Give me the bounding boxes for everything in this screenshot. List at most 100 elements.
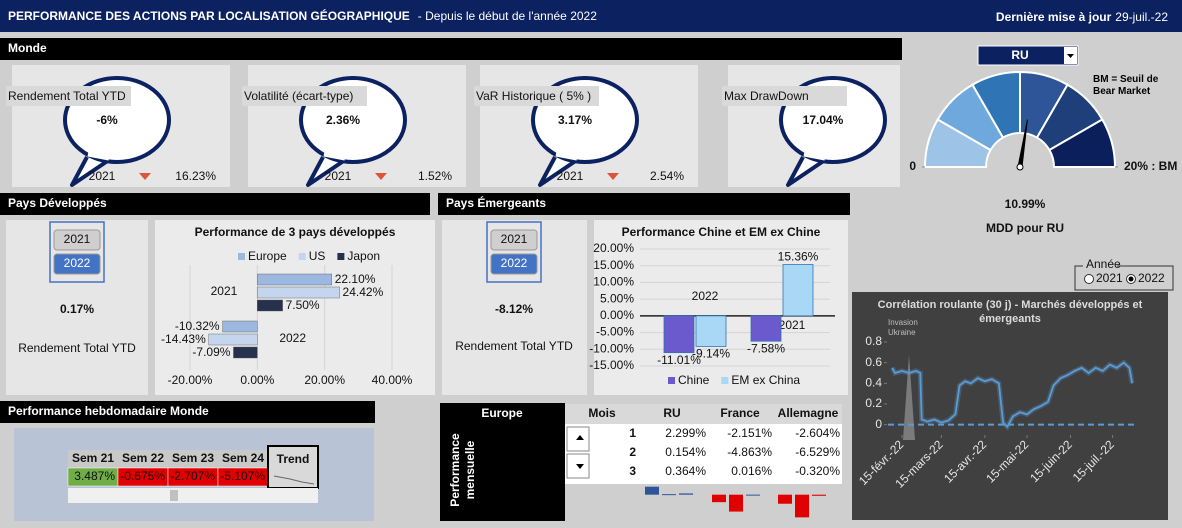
legend-swatch — [298, 253, 306, 260]
kpi-year: 2021 — [557, 169, 584, 183]
dropdown-arrow — [1067, 54, 1074, 58]
year-button-label: 2021 — [501, 232, 528, 246]
value-label: 7.50% — [286, 298, 320, 312]
radio-label: 2021 — [1096, 271, 1123, 285]
y-tick-label: 10.00% — [593, 275, 634, 289]
event-shade — [903, 355, 915, 440]
year-button[interactable] — [53, 253, 101, 275]
radio-button[interactable] — [1084, 274, 1094, 284]
side-label-box: Performance mensuelle — [448, 433, 477, 507]
scroll-arrow — [576, 464, 584, 469]
y-tick-label: 20.00% — [593, 241, 634, 255]
kpi-label: VaR Historique ( 5% ) — [476, 89, 591, 103]
category-label: 2021 — [779, 318, 806, 332]
scroll-arrow — [576, 435, 584, 440]
y-tick-label: 0.8 — [865, 334, 882, 348]
table-cell-text: 2.299% — [665, 426, 706, 440]
table-cell-text: -0.675% — [120, 469, 165, 483]
bar — [782, 264, 814, 317]
page-title: PERFORMANCE DES ACTIONS PAR LOCALISATION… — [8, 8, 410, 23]
kpi-label-box — [474, 86, 599, 106]
header-bar — [0, 0, 1182, 32]
table-header — [68, 450, 118, 468]
kpi-value: -6% — [96, 113, 118, 127]
section-title: Monde — [8, 41, 47, 55]
section-title: Pays Développés — [8, 196, 107, 210]
gauge-tick-label: 20% : BM — [1124, 159, 1177, 173]
legend-bg — [1083, 259, 1117, 271]
kpi-value: -8.12% — [495, 302, 533, 316]
section-bar — [0, 401, 375, 423]
radio-legend: Année — [1086, 257, 1121, 271]
dropdown — [977, 45, 1079, 66]
kpi-year: 2021 — [89, 169, 116, 183]
gauge-note-box: BM = Seuil de Bear Market — [1093, 74, 1158, 97]
scroll-thumb — [170, 490, 178, 501]
side-label: Performance mensuelle — [448, 433, 477, 507]
table-cell-text: 3.487% — [74, 469, 115, 483]
bar — [257, 286, 340, 299]
bar — [662, 494, 676, 496]
bubble-mask — [87, 151, 110, 161]
bubble-mask — [803, 151, 826, 161]
button-frame — [486, 221, 542, 283]
speech-bubble — [306, 156, 347, 187]
sparkline — [273, 475, 315, 485]
kpi-previous: 16.23% — [175, 169, 216, 183]
table-header-text: Sem 24 — [222, 451, 264, 465]
year-button[interactable] — [490, 229, 538, 251]
speech-bubble — [538, 156, 579, 187]
section-title: Performance hebdomadaire Monde — [8, 404, 209, 418]
table-cell-text: -2.151% — [727, 426, 772, 440]
bar — [750, 315, 782, 342]
chart-title: Performance de 3 pays développés — [195, 225, 396, 239]
bar — [208, 333, 258, 346]
category-label: 2021 — [211, 284, 238, 298]
down-arrow — [607, 173, 619, 180]
year-button-label: 2022 — [64, 256, 91, 270]
value-label: -14.43% — [161, 332, 206, 346]
month-number: 3 — [629, 464, 636, 478]
table-header — [565, 404, 842, 424]
bar — [679, 493, 693, 495]
year-button[interactable] — [490, 253, 538, 275]
bar — [257, 273, 332, 286]
monthly-panel — [440, 403, 565, 521]
table-cell-text: 0.154% — [665, 445, 706, 459]
bar — [222, 320, 258, 333]
bar — [257, 299, 283, 312]
down-arrow — [139, 173, 151, 180]
table-cell-text: -4.863% — [727, 445, 772, 459]
kpi-label: Rendement Total YTD — [8, 89, 126, 103]
value-label: -9.14% — [692, 347, 730, 361]
kpi-label-box — [6, 86, 131, 106]
speech-bubble — [786, 156, 827, 187]
kpi-value: 0.17% — [60, 302, 94, 316]
kpi-value: 2.36% — [326, 113, 360, 127]
panel — [155, 220, 435, 395]
bar — [233, 346, 258, 359]
value-label: 22.10% — [335, 272, 376, 286]
y-tick-label: -5.00% — [596, 325, 634, 339]
kpi-previous: 2.54% — [650, 169, 684, 183]
year-button[interactable] — [53, 229, 101, 251]
table-header-text: Sem 23 — [172, 451, 214, 465]
update-label: Dernière mise à jour — [996, 10, 1112, 24]
x-tick-label: 40.00% — [372, 373, 413, 387]
kpi-previous: 1.52% — [418, 169, 452, 183]
table-header-text: Mois — [588, 406, 616, 420]
page-subtitle: - Depuis le début de l'année 2022 — [418, 9, 597, 23]
line — [891, 361, 1134, 429]
value-label: -7.58% — [747, 341, 785, 355]
chart-title: Corrélation roulante (30 j) - Marchés dé… — [877, 299, 1143, 325]
section-bar — [0, 193, 430, 215]
value-label: -10.32% — [175, 319, 220, 333]
table-header-text: Sem 22 — [122, 451, 164, 465]
table-header — [168, 450, 218, 468]
update-date: 29-juil.-22 — [1115, 10, 1168, 24]
y-tick-label: 5.00% — [600, 291, 634, 305]
y-tick-label: 0.2 — [865, 396, 882, 410]
bubble-mask — [323, 151, 346, 161]
value-label: 15.36% — [778, 250, 819, 264]
